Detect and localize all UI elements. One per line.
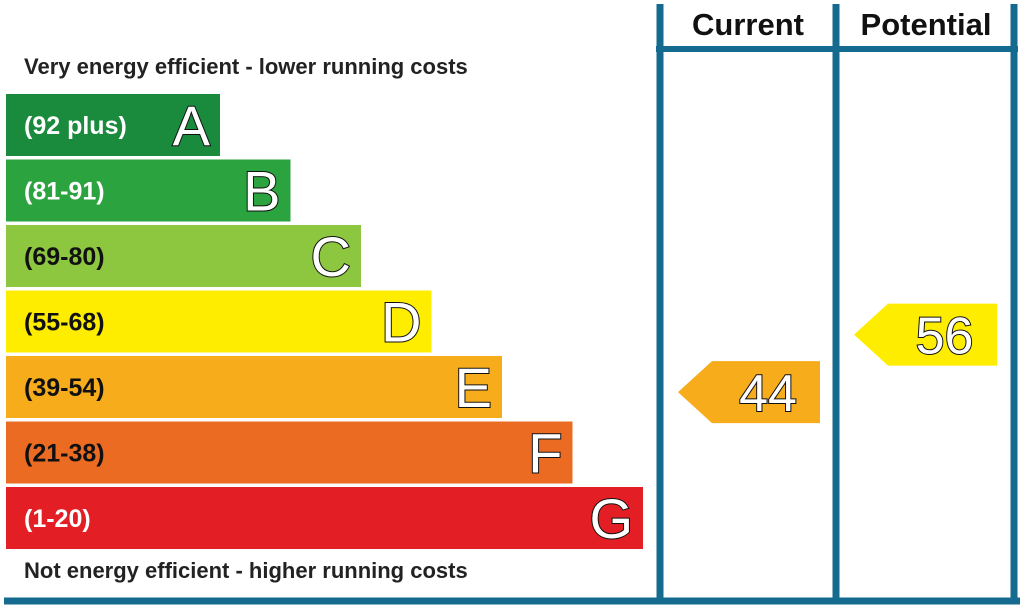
rating-range-e: (39-54)	[24, 374, 105, 402]
rating-range-g: (1-20)	[24, 505, 91, 533]
rating-letter-e: E	[455, 356, 492, 419]
potential-arrow	[854, 303, 997, 366]
potential-header: Potential	[861, 7, 992, 42]
rating-bar-d	[6, 290, 432, 353]
rating-range-d: (55-68)	[24, 309, 105, 337]
bottom-caption: Not energy efficient - higher running co…	[24, 558, 468, 583]
rating-bar-b	[6, 159, 291, 222]
rating-bar-g	[6, 487, 643, 549]
rating-letter-a: A	[173, 94, 211, 157]
rating-bar-c	[6, 225, 361, 287]
rating-range-b: (81-91)	[24, 178, 105, 206]
score-arrows: 44 56	[678, 303, 997, 424]
rating-letter-b: B	[243, 160, 280, 223]
rating-bar-e	[6, 356, 502, 418]
potential-score: 56	[916, 308, 974, 366]
rating-letter-f: F	[528, 422, 562, 485]
rating-letter-d: D	[381, 291, 421, 354]
rating-bars: (92 plus) A (81-91) B (69-80) C (55-68) D (39-54…	[6, 93, 643, 551]
rating-bar-a	[6, 94, 220, 156]
score-columns	[4, 4, 1020, 605]
current-header: Current	[692, 7, 804, 42]
current-score: 44	[739, 365, 797, 423]
top-caption: Very energy efficient - lower running co…	[24, 54, 468, 79]
rating-bar-f	[6, 421, 573, 484]
rating-letter-g: G	[589, 487, 633, 550]
rating-range-f: (21-38)	[24, 440, 105, 468]
rating-letter-c: C	[311, 225, 351, 288]
rating-range-a: (92 plus)	[24, 112, 127, 140]
current-arrow	[678, 361, 820, 424]
rating-range-c: (69-80)	[24, 243, 105, 271]
